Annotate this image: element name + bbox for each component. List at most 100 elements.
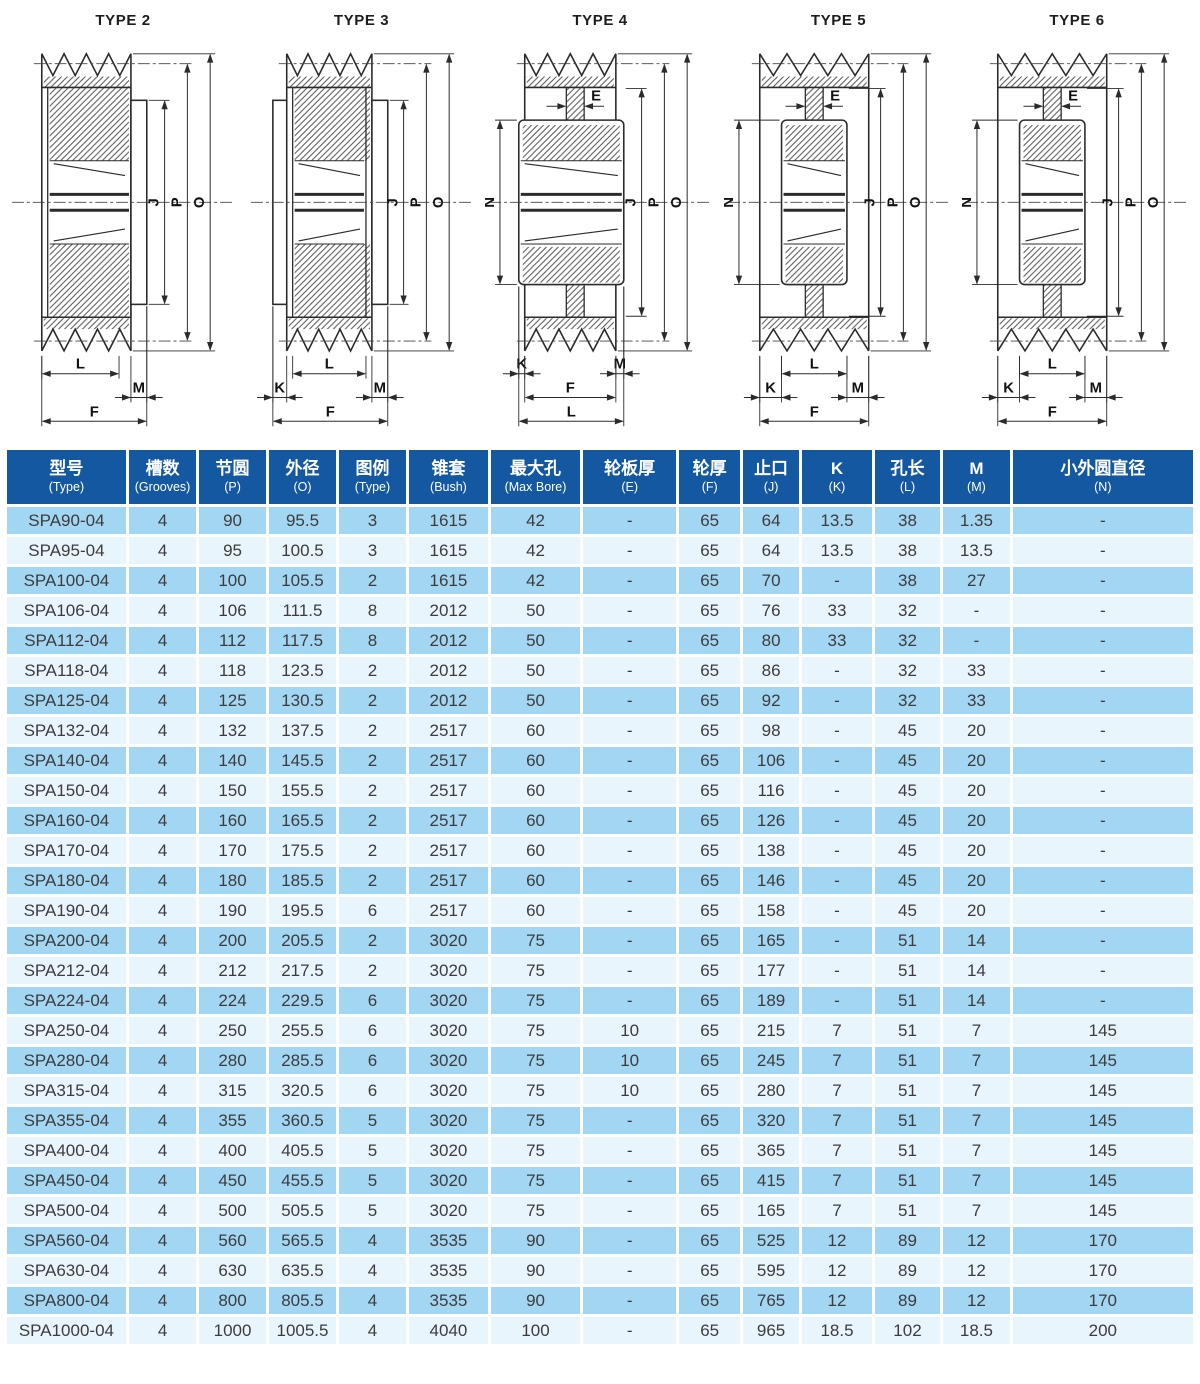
dim-label-N: N — [962, 197, 975, 208]
value-cell: 165.5 — [268, 807, 337, 835]
value-cell: 60 — [491, 837, 580, 865]
table-row-SPA180-04: SPA180-04 4 180 185.5 2 2517 60-65 146-45 20- — [7, 867, 1193, 895]
table-row-SPA190-04: SPA190-04 4 190 195.5 6 2517 60-65 158-45 20- — [7, 897, 1193, 925]
value-cell: 2517 — [408, 807, 489, 835]
value-cell: 1615 — [408, 567, 489, 595]
value-cell: 2012 — [408, 627, 489, 655]
value-cell: - — [582, 987, 677, 1015]
value-cell: 80 — [742, 627, 800, 655]
value-cell: - — [1012, 927, 1193, 955]
dim-label-J: J — [624, 198, 640, 206]
value-cell: 6 — [339, 1077, 406, 1105]
table-row-SPA400-04: SPA400-04 4 400 405.5 5 3020 75-65 365 7 51 7 145 — [7, 1137, 1193, 1165]
header-cn: K — [830, 459, 844, 478]
header-en: (K) — [828, 480, 846, 495]
value-cell: 65 — [679, 867, 740, 895]
value-cell: 170 — [1012, 1227, 1193, 1255]
value-cell: 3020 — [408, 1167, 489, 1195]
value-cell: 32 — [874, 597, 941, 625]
value-cell: 51 — [874, 1197, 941, 1225]
value-cell: 89 — [874, 1227, 941, 1255]
value-cell: 2 — [339, 717, 406, 745]
value-cell: 65 — [679, 1257, 740, 1285]
table-row-SPA90-04: SPA90-04 4 90 95.5 3 1615 42-65 64 13.5 38 1.35- — [7, 507, 1193, 535]
value-cell: - — [802, 567, 872, 595]
header-cn: 型号 — [49, 459, 84, 478]
value-cell: 38 — [874, 507, 941, 535]
value-cell: 2 — [339, 567, 406, 595]
dim-label-P: P — [408, 197, 424, 207]
value-cell: - — [802, 687, 872, 715]
column-header-10: 止口 (J) — [742, 450, 800, 505]
value-cell: 65 — [679, 747, 740, 775]
table-row-SPA355-04: SPA355-04 4 355 360.5 5 3020 75-65 320 7 51 7 145 — [7, 1107, 1193, 1135]
value-cell: - — [582, 627, 677, 655]
column-header-4: 外径 (O) — [268, 450, 337, 505]
dim-label-E: E — [591, 88, 601, 104]
value-cell: 4 — [128, 987, 197, 1015]
value-cell: 112 — [199, 627, 266, 655]
table-row-SPA224-04: SPA224-04 4 224 229.5 6 3020 75-65 189-51 14- — [7, 987, 1193, 1015]
header-en: (E) — [621, 480, 638, 495]
value-cell: 65 — [679, 927, 740, 955]
value-cell: 64 — [742, 537, 800, 565]
value-cell: - — [582, 957, 677, 985]
value-cell: - — [802, 717, 872, 745]
value-cell: 64 — [742, 507, 800, 535]
value-cell: 45 — [874, 717, 941, 745]
value-cell: 280 — [199, 1047, 266, 1075]
value-cell: 95.5 — [268, 507, 337, 535]
value-cell: - — [802, 657, 872, 685]
dim-label-P: P — [1123, 197, 1139, 207]
header-cn: 节圆 — [215, 459, 250, 478]
value-cell: 33 — [943, 687, 1010, 715]
value-cell: 1.35 — [943, 507, 1010, 535]
pulley-cross-section-drawing: JPO N E K M FL — [485, 52, 711, 427]
value-cell: 3020 — [408, 1017, 489, 1045]
value-cell: 75 — [491, 1197, 580, 1225]
value-cell: 38 — [874, 567, 941, 595]
value-cell: - — [582, 1137, 677, 1165]
value-cell: 4 — [128, 1137, 197, 1165]
value-cell: 65 — [679, 807, 740, 835]
dim-label-F: F — [325, 404, 334, 420]
dim-label-K: K — [274, 381, 285, 397]
value-cell: 7 — [943, 1017, 1010, 1045]
value-cell: 245 — [742, 1047, 800, 1075]
model-cell: SPA1000-04 — [7, 1317, 126, 1345]
model-cell: SPA280-04 — [7, 1047, 126, 1075]
value-cell: - — [582, 807, 677, 835]
value-cell: 12 — [802, 1227, 872, 1255]
value-cell: 160 — [199, 807, 266, 835]
value-cell: 14 — [943, 987, 1010, 1015]
table-row-SPA450-04: SPA450-04 4 450 455.5 5 3020 75-65 415 7 51 7 145 — [7, 1167, 1193, 1195]
value-cell: 33 — [943, 657, 1010, 685]
value-cell: 595 — [742, 1257, 800, 1285]
value-cell: 2517 — [408, 747, 489, 775]
model-cell: SPA560-04 — [7, 1227, 126, 1255]
value-cell: 65 — [679, 717, 740, 745]
value-cell: 20 — [943, 837, 1010, 865]
value-cell: 165 — [742, 1197, 800, 1225]
table-head: 型号 (Type) 槽数 (Grooves) 节圆 (P) 外径 (O) 图例 (Type) 锥套 (… — [7, 450, 1193, 505]
value-cell: 27 — [943, 567, 1010, 595]
value-cell: 146 — [742, 867, 800, 895]
value-cell: 75 — [491, 987, 580, 1015]
dim-label-L: L — [809, 357, 818, 373]
value-cell: 155.5 — [268, 777, 337, 805]
column-header-8: 轮板厚 (E) — [582, 450, 677, 505]
table-row-SPA170-04: SPA170-04 4 170 175.5 2 2517 60-65 138-45 20- — [7, 837, 1193, 865]
value-cell: 12 — [943, 1287, 1010, 1315]
model-cell: SPA224-04 — [7, 987, 126, 1015]
value-cell: 224 — [199, 987, 266, 1015]
model-cell: SPA180-04 — [7, 867, 126, 895]
value-cell: 90 — [491, 1287, 580, 1315]
value-cell: 13.5 — [802, 507, 872, 535]
value-cell: 90 — [199, 507, 266, 535]
value-cell: 65 — [679, 1197, 740, 1225]
model-cell: SPA106-04 — [7, 597, 126, 625]
value-cell: 145.5 — [268, 747, 337, 775]
table-row-SPA132-04: SPA132-04 4 132 137.5 2 2517 60-65 98-45 20- — [7, 717, 1193, 745]
value-cell: - — [582, 717, 677, 745]
value-cell: 800 — [199, 1287, 266, 1315]
